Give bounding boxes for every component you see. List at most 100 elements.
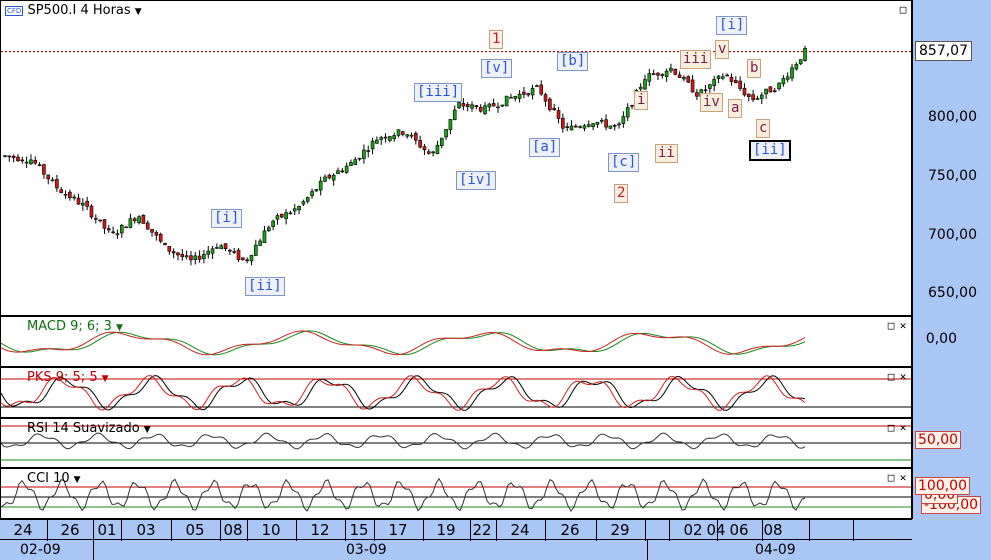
candle-body — [478, 106, 483, 112]
candle-body — [68, 191, 72, 199]
candle-body — [487, 103, 492, 108]
candle-body — [98, 219, 102, 222]
wave-label[interactable]: [ii] — [749, 140, 791, 161]
candle-body — [781, 78, 786, 85]
wave-label[interactable]: [iv] — [456, 171, 496, 190]
day-separator — [171, 520, 172, 541]
maximize-icon[interactable]: □ — [887, 370, 895, 383]
candle-body — [491, 103, 496, 107]
wave-label[interactable]: [b] — [557, 52, 589, 71]
time-axis[interactable]: 24 26 01 03 05 08 10 12 15 17 19 22 24 26 29 02 04 06 08 0… — [0, 519, 991, 560]
candle-body — [29, 159, 33, 165]
pks-pane[interactable]: PKS 9; 5; 5 ▼ □ ✕ — [0, 367, 912, 418]
macd-canvas — [1, 330, 806, 356]
macd-title[interactable]: MACD 9; 6; 3 ▼ — [27, 319, 123, 334]
candle-body — [215, 247, 219, 249]
maximize-icon[interactable]: □ — [887, 319, 895, 332]
day-separator — [762, 520, 763, 541]
candle-body — [184, 255, 189, 258]
x-tick-label: 01 — [97, 521, 117, 539]
wave-label[interactable]: [i] — [211, 209, 243, 228]
price-chart-pane[interactable]: CFD SP500.I 4 Horas ▼ □ 1 [v] [b] [iii] [iv] [… — [0, 0, 912, 316]
candle-body — [111, 231, 115, 234]
chevron-down-icon[interactable]: ▼ — [143, 425, 151, 435]
candle-body — [664, 70, 669, 77]
candle-body — [7, 155, 12, 158]
macd-line — [1, 330, 806, 356]
wave-label[interactable]: a — [728, 99, 743, 118]
candle-body — [578, 126, 582, 128]
candle-body — [686, 76, 691, 83]
candle-body — [638, 86, 643, 90]
wave-label[interactable]: iii — [680, 50, 712, 69]
symbol-selector[interactable]: CFD SP500.I 4 Horas ▼ — [5, 3, 142, 18]
maximize-icon[interactable]: □ — [899, 3, 907, 16]
candle-body — [297, 206, 301, 211]
wave-label[interactable]: c — [756, 119, 771, 138]
wave-label[interactable]: [iii] — [414, 83, 463, 102]
close-icon[interactable]: ✕ — [899, 370, 907, 383]
wave-label[interactable]: [c] — [608, 153, 640, 172]
candle-body — [288, 212, 293, 215]
wave-label[interactable]: [a] — [529, 138, 561, 157]
rsi-pane[interactable]: RSI 14 Suavizado ▼ □ ✕ — [0, 418, 912, 468]
x-tick-label: 22 — [472, 521, 492, 539]
wave-label[interactable]: [ii] — [245, 277, 285, 296]
day-separator — [545, 520, 546, 541]
candle-body — [422, 146, 427, 151]
wave-label[interactable]: 1 — [489, 30, 504, 49]
x-tick-label: 29 — [610, 521, 630, 539]
candle-body — [435, 144, 440, 155]
candle-body — [751, 94, 755, 100]
candle-body — [768, 86, 773, 93]
close-icon[interactable]: ✕ — [899, 319, 907, 332]
candle-body — [439, 137, 444, 146]
candle-body — [37, 164, 42, 167]
candle-body — [254, 244, 258, 256]
price-chart-canvas[interactable] — [1, 1, 911, 315]
wave-label[interactable]: v — [715, 40, 730, 59]
day-row: 24 26 01 03 05 08 10 12 15 17 19 22 24 26 29 02 04 06 08 — [0, 519, 912, 541]
day-separator — [496, 520, 497, 541]
rsi-title[interactable]: RSI 14 Suavizado ▼ — [27, 421, 151, 436]
chevron-down-icon[interactable]: ▼ — [134, 7, 142, 17]
candle-body — [340, 170, 345, 173]
x-tick-label: 03 — [136, 521, 156, 539]
wave-label[interactable]: ii — [655, 144, 678, 163]
candle-body — [202, 254, 206, 259]
price-axis[interactable]: 800,00 750,00 700,00 650,00 857,07 — [912, 0, 991, 316]
pks-title[interactable]: PKS 9; 5; 5 ▼ — [27, 370, 109, 385]
wave-label[interactable]: [i] — [716, 16, 748, 35]
symbol-label: SP500.I 4 Horas — [27, 3, 131, 18]
candle-body — [548, 98, 552, 111]
cci-pane[interactable]: CCI 10 ▼ □ ✕ — [0, 468, 912, 519]
candle-body — [582, 125, 587, 129]
candle-body — [396, 129, 401, 136]
maximize-icon[interactable]: □ — [887, 471, 895, 484]
wave-label[interactable]: b — [747, 59, 762, 78]
pks-d-line — [1, 375, 806, 411]
candle-body — [228, 249, 232, 252]
wave-label[interactable]: i — [634, 91, 649, 110]
cci-level-tag-top: 100,00 — [915, 477, 970, 495]
maximize-icon[interactable]: □ — [887, 421, 895, 434]
x-period-label: 03-09 — [346, 542, 387, 558]
rsi-axis: 50,00 — [912, 418, 991, 468]
close-icon[interactable]: ✕ — [899, 471, 907, 484]
candle-body — [716, 75, 721, 79]
candle-body — [504, 95, 509, 107]
wave-label[interactable]: 2 — [614, 184, 629, 203]
chevron-down-icon[interactable]: ▼ — [101, 374, 109, 384]
candle-body — [712, 79, 716, 86]
wave-label[interactable]: [v] — [481, 59, 513, 78]
candle-body — [669, 67, 673, 72]
close-icon[interactable]: ✕ — [899, 421, 907, 434]
cci-title[interactable]: CCI 10 ▼ — [27, 471, 81, 486]
chevron-down-icon[interactable]: ▼ — [115, 323, 123, 333]
candle-body — [513, 95, 518, 99]
wave-label[interactable]: iv — [700, 93, 723, 112]
candle-body — [539, 84, 544, 95]
x-period-label: 02-09 — [20, 542, 61, 558]
chevron-down-icon[interactable]: ▼ — [73, 475, 81, 485]
macd-pane[interactable]: MACD 9; 6; 3 ▼ □ ✕ — [0, 316, 912, 367]
